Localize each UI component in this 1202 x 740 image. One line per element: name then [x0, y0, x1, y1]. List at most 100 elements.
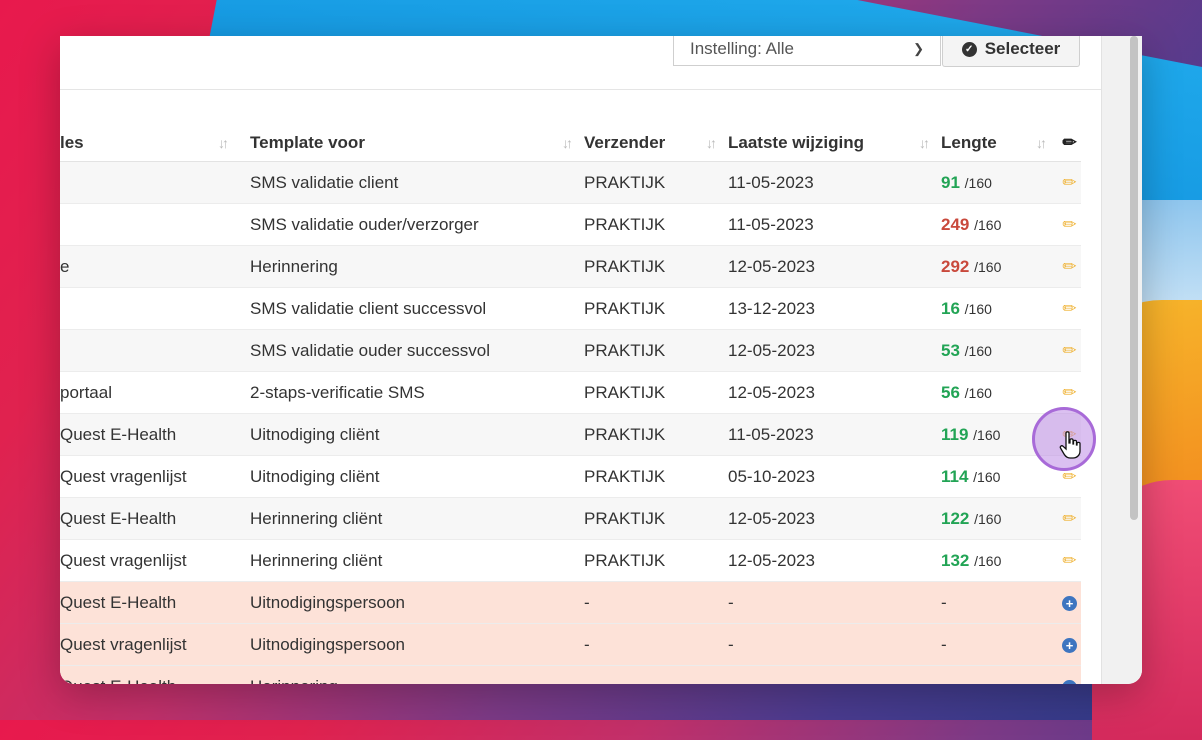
filter-value: Instelling: Alle: [690, 38, 794, 58]
cell-sender: PRAKTIJK: [584, 161, 728, 204]
cell-action[interactable]: +: [1058, 665, 1081, 684]
cell-template: SMS validatie ouder successvol: [240, 329, 584, 372]
pencil-icon[interactable]: ✏: [1062, 382, 1077, 402]
cell-template: Uitnodiging cliënt: [240, 413, 584, 456]
cell-action[interactable]: ✏: [1058, 287, 1081, 330]
table-row[interactable]: portaal 2-staps-verificatie SMS PRAKTIJK 12…: [60, 371, 1081, 414]
table-row[interactable]: Quest vragenlijst Uitnodigingspersoon - - - …: [60, 623, 1081, 666]
length-value: 132: [941, 550, 970, 570]
cell-name: Quest E-Health: [60, 581, 240, 624]
length-value: 91: [941, 172, 960, 192]
cell-name: Quest E-Health: [60, 665, 240, 684]
vertical-scrollbar[interactable]: [1101, 36, 1142, 684]
cell-modified: -: [728, 581, 941, 624]
cell-name: e: [60, 245, 240, 288]
plus-circle-icon[interactable]: +: [1062, 637, 1077, 653]
cell-action[interactable]: ✏: [1058, 203, 1081, 246]
cell-template: Uitnodigingspersoon: [240, 623, 584, 666]
pencil-icon[interactable]: ✏: [1062, 214, 1077, 234]
column-header-template[interactable]: Template voor ↓↑: [240, 125, 584, 162]
institution-filter-select[interactable]: Instelling: Alle ❯: [673, 36, 941, 66]
cell-action[interactable]: ✏: [1058, 329, 1081, 372]
table-row[interactable]: Quest E-Health Uitnodiging cliënt PRAKTIJK…: [60, 413, 1081, 456]
length-value: 119: [941, 424, 969, 444]
select-button[interactable]: ✓ Selecteer: [942, 36, 1080, 67]
cell-length: -: [941, 665, 1058, 684]
length-max: /160: [974, 258, 1002, 275]
length-value: -: [941, 592, 947, 612]
cell-modified: 12-05-2023: [728, 329, 941, 372]
sort-icon[interactable]: ↓↑: [218, 135, 229, 151]
scrollbar-thumb[interactable]: [1130, 36, 1138, 520]
cell-sender: PRAKTIJK: [584, 287, 728, 330]
length-value: 16: [941, 298, 960, 318]
pencil-icon[interactable]: ✏: [1062, 550, 1077, 570]
column-header-modified[interactable]: Laatste wijziging ↓↑: [728, 125, 941, 162]
cell-name: Quest E-Health: [60, 413, 240, 456]
length-max: /160: [964, 342, 992, 359]
cell-action[interactable]: ✏: [1058, 245, 1081, 288]
cell-modified: -: [728, 665, 941, 684]
chevron-down-icon: ❯: [913, 40, 924, 56]
cell-name: portaal: [60, 371, 240, 414]
pencil-icon[interactable]: ✏: [1062, 256, 1077, 276]
pencil-icon: ✏: [1062, 133, 1077, 152]
length-max: /160: [974, 510, 1002, 527]
cell-modified: 11-05-2023: [728, 413, 941, 456]
cell-length: 132 /160: [941, 539, 1058, 582]
cell-sender: PRAKTIJK: [584, 245, 728, 288]
cell-modified: 11-05-2023: [728, 203, 941, 246]
table-row[interactable]: SMS validatie ouder successvol PRAKTIJK 12…: [60, 329, 1081, 372]
table-row[interactable]: Quest vragenlijst Uitnodiging cliënt PRAKT…: [60, 455, 1081, 498]
cell-action[interactable]: ✏: [1058, 497, 1081, 540]
cell-sender: -: [584, 623, 728, 666]
column-header-name[interactable]: les ↓↑: [60, 125, 240, 162]
length-max: /160: [973, 426, 1001, 443]
pencil-icon[interactable]: ✏: [1062, 466, 1077, 486]
sort-icon[interactable]: ↓↑: [562, 135, 573, 151]
cell-template: SMS validatie client: [240, 161, 584, 204]
cell-action[interactable]: +: [1058, 581, 1081, 624]
cell-action[interactable]: ✏: [1058, 371, 1081, 414]
column-header-sender[interactable]: Verzender ↓↑: [584, 125, 728, 162]
cell-template: 2-staps-verificatie SMS: [240, 371, 584, 414]
cell-sender: PRAKTIJK: [584, 329, 728, 372]
cell-sender: -: [584, 665, 728, 684]
table-row[interactable]: Quest E-Health Uitnodigingspersoon - - - +: [60, 581, 1081, 624]
sort-icon[interactable]: ↓↑: [919, 135, 930, 151]
cell-length: 249 /160: [941, 203, 1058, 246]
cell-action[interactable]: ✏: [1058, 539, 1081, 582]
plus-circle-icon[interactable]: +: [1062, 595, 1077, 611]
cell-modified: -: [728, 623, 941, 666]
cell-template: Herinnering cliënt: [240, 497, 584, 540]
cell-action[interactable]: ✏: [1058, 161, 1081, 204]
cell-name: [60, 287, 240, 330]
plus-circle-icon[interactable]: +: [1062, 679, 1077, 684]
table-row[interactable]: SMS validatie ouder/verzorger PRAKTIJK 11-…: [60, 203, 1081, 246]
length-value: 249: [941, 214, 970, 234]
length-value: 292: [941, 256, 970, 276]
sort-icon[interactable]: ↓↑: [1036, 135, 1047, 151]
cell-length: 114 /160: [941, 455, 1058, 498]
table-row[interactable]: e Herinnering PRAKTIJK 12-05-2023 292 /160 ✏: [60, 245, 1081, 288]
cell-modified: 12-05-2023: [728, 497, 941, 540]
cell-template: SMS validatie client successvol: [240, 287, 584, 330]
table-row[interactable]: Quest E-Health Herinnering cliënt PRAKTIJK…: [60, 497, 1081, 540]
pencil-icon[interactable]: ✏: [1062, 340, 1077, 360]
pencil-icon[interactable]: ✏: [1062, 508, 1077, 528]
click-highlight: [1032, 407, 1096, 471]
table-row[interactable]: Quest vragenlijst Herinnering cliënt PRAKT…: [60, 539, 1081, 582]
column-header-length[interactable]: Lengte ↓↑: [941, 125, 1058, 162]
pencil-icon[interactable]: ✏: [1062, 172, 1077, 192]
app-window: Instelling: Alle ❯ ✓ Selecteer les ↓↑ Tem…: [60, 36, 1142, 684]
sort-icon[interactable]: ↓↑: [706, 135, 717, 151]
cell-action[interactable]: +: [1058, 623, 1081, 666]
column-header-modified-label: Laatste wijziging: [728, 133, 865, 152]
table-row[interactable]: SMS validatie client PRAKTIJK 11-05-2023 91…: [60, 161, 1081, 204]
table-row[interactable]: SMS validatie client successvol PRAKTIJK 1…: [60, 287, 1081, 330]
pencil-icon[interactable]: ✏: [1062, 298, 1077, 318]
cell-name: Quest E-Health: [60, 497, 240, 540]
filter-toolbar: Instelling: Alle ❯ ✓ Selecteer: [60, 36, 1101, 90]
length-max: /160: [973, 468, 1001, 485]
